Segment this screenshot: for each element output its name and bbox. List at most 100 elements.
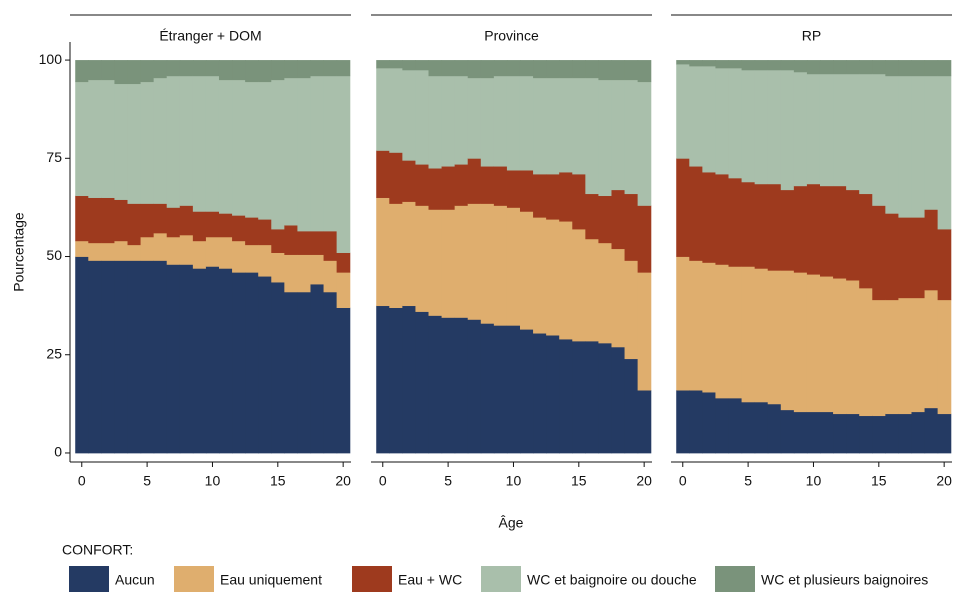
bar-segment <box>336 75 351 253</box>
bar-segment <box>506 325 521 454</box>
x-tick-label: 10 <box>506 473 522 489</box>
bar-segment <box>793 71 808 187</box>
x-tick-label: 15 <box>871 473 887 489</box>
bar-segment <box>911 75 926 218</box>
bar-segment <box>598 79 613 197</box>
bar-segment <box>741 401 756 454</box>
bar-segment <box>271 282 285 454</box>
bar-segment <box>101 260 116 454</box>
bar-segment <box>924 289 939 409</box>
bar-segment <box>140 203 155 238</box>
bar-segment <box>846 60 860 75</box>
bar-segment <box>559 339 573 454</box>
bar-segment <box>546 219 560 336</box>
bar-segment <box>715 60 730 69</box>
bar-segment <box>793 272 808 413</box>
bar-segment <box>819 60 834 75</box>
bar-segment <box>872 205 886 301</box>
x-tick-label: 10 <box>806 473 822 489</box>
bar-segment <box>624 193 639 261</box>
bar-segment <box>480 323 495 454</box>
bar-segment <box>585 193 600 240</box>
bar-segment <box>179 60 194 77</box>
bar-segment <box>75 256 89 454</box>
bar-segment <box>218 60 233 81</box>
bar-segment <box>336 252 351 273</box>
bar-segment <box>898 297 913 415</box>
bar-segment <box>519 211 534 330</box>
panel-title: Étranger + DOM <box>159 28 261 44</box>
bar-segment <box>179 75 194 206</box>
bar-segment <box>166 236 181 265</box>
bar-segment <box>127 203 142 246</box>
bar-segment <box>611 248 626 348</box>
bar-segment <box>637 205 652 273</box>
y-tick-label: 75 <box>46 149 62 165</box>
bar-segment <box>205 75 220 212</box>
bar-segment <box>179 205 194 236</box>
bar-segment <box>506 60 521 77</box>
bar-segment <box>232 79 246 216</box>
bar-segment <box>585 340 600 454</box>
bar-segment <box>114 260 129 454</box>
bar-segment <box>323 260 338 293</box>
bar-segment <box>911 411 926 454</box>
legend-label: Eau + WC <box>398 572 462 588</box>
bar-segment <box>780 69 795 191</box>
bar-segment <box>754 183 769 269</box>
bar-segment <box>728 177 743 267</box>
bar-segment <box>480 203 495 324</box>
bar-segment <box>911 297 926 413</box>
bar-segment <box>728 67 743 179</box>
bar-segment <box>624 358 639 454</box>
bar-segment <box>689 65 703 167</box>
bar-segment <box>75 195 89 242</box>
bar-segment <box>127 60 142 85</box>
bar-segment <box>297 77 312 232</box>
bar-segment <box>310 254 325 285</box>
legend-swatch <box>352 566 392 592</box>
bar-segment <box>885 213 900 301</box>
bar-segment <box>559 172 573 222</box>
bar-segment <box>637 81 652 206</box>
legend-label: WC et plusieurs baignoires <box>761 572 928 588</box>
bar-segment <box>441 317 456 454</box>
bar-segment <box>284 225 299 255</box>
bar-segment <box>754 69 769 185</box>
x-tick-label: 10 <box>205 473 221 489</box>
bar-segment <box>885 413 900 454</box>
bar-segment <box>271 229 285 253</box>
bar-segment <box>702 60 717 67</box>
bar-segment <box>467 77 482 159</box>
bar-segment <box>611 60 626 81</box>
bar-segment <box>624 79 639 195</box>
bar-segment <box>389 203 403 308</box>
bar-segment <box>140 81 155 204</box>
bar-segment <box>75 240 89 257</box>
bar-segment <box>192 60 207 77</box>
bar-segment <box>911 217 926 299</box>
bar-segment <box>885 75 900 214</box>
bar-segment <box>637 60 652 83</box>
bar-segment <box>415 60 430 71</box>
bar-segment <box>454 205 469 318</box>
legend-swatch <box>481 566 521 592</box>
bar-segment <box>258 244 272 277</box>
bar-segment <box>258 219 272 246</box>
bar-segment <box>846 189 860 281</box>
bar-segment <box>611 189 626 250</box>
bar-segment <box>101 79 116 198</box>
legend-swatch <box>715 566 755 592</box>
bar-segment <box>819 73 834 187</box>
bar-segment <box>75 60 89 83</box>
bar-segment <box>480 166 495 204</box>
bar-segment <box>232 240 246 273</box>
bar-segment <box>127 260 142 454</box>
bar-segment <box>101 242 116 261</box>
bar-segment <box>389 67 403 153</box>
x-tick-label: 20 <box>636 473 652 489</box>
bar-segment <box>88 260 102 454</box>
bar-segment <box>833 60 847 75</box>
x-tick-label: 5 <box>143 473 151 489</box>
bar-segment <box>493 75 508 167</box>
